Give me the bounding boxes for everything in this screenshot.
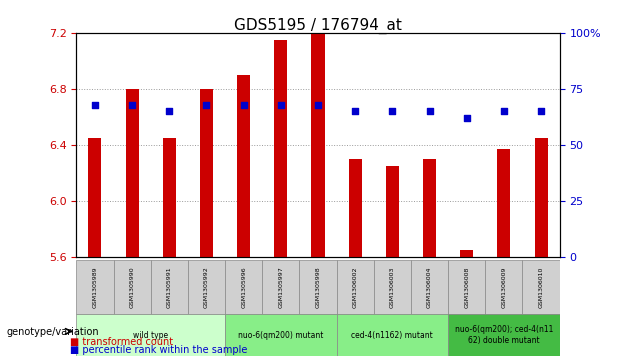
Point — [350, 109, 360, 114]
Text: GSM1305998: GSM1305998 — [315, 266, 321, 308]
FancyBboxPatch shape — [225, 260, 262, 314]
Point — [536, 109, 546, 114]
FancyBboxPatch shape — [225, 314, 336, 356]
FancyBboxPatch shape — [76, 314, 225, 356]
Bar — [274, 40, 287, 257]
Text: nuo-6(qm200) mutant: nuo-6(qm200) mutant — [238, 331, 324, 340]
FancyBboxPatch shape — [300, 260, 336, 314]
Text: GSM1306002: GSM1306002 — [353, 267, 357, 308]
FancyBboxPatch shape — [448, 260, 485, 314]
Text: wild type: wild type — [133, 331, 169, 340]
Bar — [125, 89, 139, 257]
Text: ced-4(n1162) mutant: ced-4(n1162) mutant — [352, 331, 433, 340]
Point — [90, 102, 100, 107]
Point — [238, 102, 249, 107]
FancyBboxPatch shape — [262, 260, 300, 314]
Text: GSM1305997: GSM1305997 — [279, 266, 283, 308]
Bar — [423, 159, 436, 257]
Bar — [163, 138, 176, 257]
Text: GSM1306010: GSM1306010 — [539, 267, 544, 308]
Text: GSM1305991: GSM1305991 — [167, 266, 172, 308]
Text: genotype/variation: genotype/variation — [6, 327, 99, 337]
Text: nuo-6(qm200); ced-4(n11
62) double mutant: nuo-6(qm200); ced-4(n11 62) double mutan… — [455, 325, 553, 345]
FancyBboxPatch shape — [113, 260, 151, 314]
Bar — [460, 250, 473, 257]
Bar — [88, 138, 101, 257]
Text: GSM1305996: GSM1305996 — [241, 266, 246, 308]
Text: GSM1306009: GSM1306009 — [501, 267, 506, 308]
FancyBboxPatch shape — [336, 260, 374, 314]
FancyBboxPatch shape — [485, 260, 523, 314]
Bar — [312, 33, 324, 257]
Point — [313, 102, 323, 107]
FancyBboxPatch shape — [448, 314, 560, 356]
FancyBboxPatch shape — [523, 260, 560, 314]
FancyBboxPatch shape — [374, 260, 411, 314]
Text: GSM1305990: GSM1305990 — [130, 266, 135, 308]
Bar — [535, 138, 548, 257]
Point — [499, 109, 509, 114]
FancyBboxPatch shape — [411, 260, 448, 314]
Text: GSM1306008: GSM1306008 — [464, 267, 469, 308]
Text: GSM1305989: GSM1305989 — [92, 266, 97, 308]
Bar — [497, 149, 511, 257]
Text: GSM1306004: GSM1306004 — [427, 267, 432, 308]
FancyBboxPatch shape — [336, 314, 448, 356]
Bar — [237, 75, 250, 257]
Bar — [200, 89, 213, 257]
Point — [462, 115, 472, 121]
Text: ■ transformed count: ■ transformed count — [70, 337, 173, 347]
Text: GDS5195 / 176794_at: GDS5195 / 176794_at — [234, 18, 402, 34]
Text: ■ percentile rank within the sample: ■ percentile rank within the sample — [70, 345, 247, 355]
Bar — [349, 159, 362, 257]
Point — [424, 109, 434, 114]
Point — [164, 109, 174, 114]
FancyBboxPatch shape — [76, 260, 113, 314]
Point — [202, 102, 212, 107]
Point — [387, 109, 398, 114]
FancyBboxPatch shape — [188, 260, 225, 314]
Text: GSM1306003: GSM1306003 — [390, 267, 395, 308]
FancyBboxPatch shape — [151, 260, 188, 314]
Text: GSM1305992: GSM1305992 — [204, 266, 209, 308]
Bar — [386, 166, 399, 257]
Point — [127, 102, 137, 107]
Point — [276, 102, 286, 107]
